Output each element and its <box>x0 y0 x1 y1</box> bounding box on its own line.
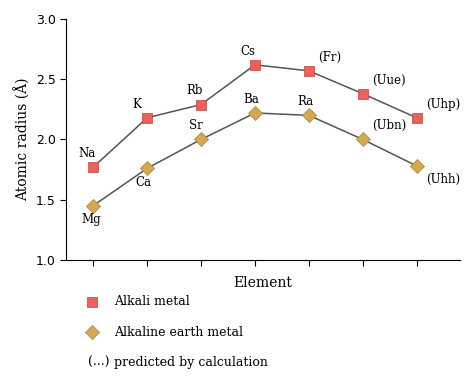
Text: Mg: Mg <box>82 213 101 226</box>
Point <box>90 164 97 170</box>
Point <box>413 115 420 121</box>
Text: Na: Na <box>78 147 95 160</box>
Point <box>305 112 313 118</box>
Text: (Fr): (Fr) <box>319 51 342 64</box>
Point <box>359 136 366 142</box>
Point <box>251 62 259 68</box>
Text: Sr: Sr <box>189 119 203 132</box>
Text: K: K <box>132 97 141 110</box>
Text: Alkali metal: Alkali metal <box>114 295 190 308</box>
Text: Alkaline earth metal: Alkaline earth metal <box>114 326 243 339</box>
Point <box>305 68 313 74</box>
Point <box>251 110 259 116</box>
Text: (...): (...) <box>88 356 109 369</box>
Text: (Uhp): (Uhp) <box>427 97 461 110</box>
Text: Ba: Ba <box>243 93 259 106</box>
Y-axis label: Atomic radius (Å): Atomic radius (Å) <box>14 78 30 201</box>
Point <box>144 165 151 172</box>
Text: Ca: Ca <box>136 175 151 189</box>
Point <box>197 136 205 142</box>
Point <box>89 299 96 305</box>
Text: predicted by calculation: predicted by calculation <box>114 356 268 369</box>
Text: Cs: Cs <box>240 45 255 58</box>
Text: (Ubn): (Ubn) <box>373 119 407 132</box>
Point <box>89 329 96 335</box>
X-axis label: Element: Element <box>234 276 292 290</box>
Text: Ra: Ra <box>297 95 313 108</box>
Point <box>413 163 420 169</box>
Text: (Uhh): (Uhh) <box>427 173 461 186</box>
Point <box>197 102 205 108</box>
Point <box>90 202 97 209</box>
Text: Rb: Rb <box>186 84 202 97</box>
Point <box>144 115 151 121</box>
Point <box>359 91 366 97</box>
Text: (Uue): (Uue) <box>373 73 406 86</box>
